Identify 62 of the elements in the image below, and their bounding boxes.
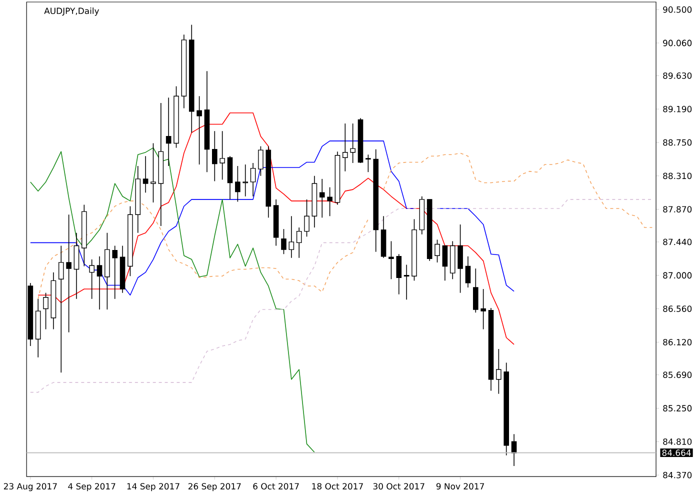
candlestick	[480, 288, 486, 330]
candlestick	[472, 268, 478, 314]
candlestick	[442, 246, 448, 282]
x-tick-label: 14 Sep 2017	[127, 483, 180, 492]
text: AUDJPY,Daily	[44, 8, 100, 16]
candlestick	[458, 224, 463, 294]
x-tick-label: 26 Sep 2017	[188, 483, 241, 492]
ref-line-label: 84.664	[662, 450, 691, 456]
y-tick-label: 87.440	[663, 238, 692, 246]
candlestick	[166, 97, 172, 167]
candlestick	[250, 162, 256, 198]
candlestick	[212, 130, 218, 182]
candlestick	[465, 256, 471, 288]
y-tick-label: 87.000	[663, 272, 692, 279]
y-tick-label: 85.250	[663, 405, 692, 412]
candlestick	[434, 239, 440, 264]
candlestick	[112, 246, 118, 300]
candlestick	[281, 228, 286, 255]
x-tick-label: 9 Nov 2017	[436, 483, 484, 490]
candlestick	[58, 246, 64, 374]
candlestick	[235, 166, 240, 202]
x-tick-label: 4 Sep 2017	[68, 483, 116, 492]
candlestick	[496, 348, 502, 394]
candlestick	[296, 227, 302, 259]
y-tick-label: 84.370	[663, 472, 692, 478]
line-series	[30, 148, 315, 453]
y-tick-label: 89.190	[663, 106, 692, 112]
candlestick	[319, 178, 325, 218]
y-tick-label: 90.060	[663, 40, 692, 46]
candlestick	[74, 232, 80, 300]
y-tick-label: 86.560	[663, 306, 692, 312]
candlestick	[258, 146, 264, 176]
candlestick	[89, 259, 94, 300]
x-tick-label: 30 Oct 2017	[373, 483, 424, 490]
candlestick	[350, 123, 356, 164]
candlestick	[66, 214, 72, 333]
candlestick	[404, 264, 410, 300]
y-tick-label: 85.690	[663, 372, 692, 378]
candlestick	[196, 96, 202, 166]
x-tick-label: 18 Oct 2017	[312, 483, 363, 490]
candlestick	[366, 154, 371, 173]
candlestick	[96, 256, 102, 310]
candlestick	[342, 123, 348, 172]
y-tick-label: 89.630	[663, 72, 692, 80]
candlestick	[304, 199, 310, 238]
x-tick-label: 23 Aug 2017	[4, 483, 57, 492]
candlestick	[142, 156, 148, 194]
y-tick-label: 84.810	[663, 438, 692, 446]
candlestick	[150, 143, 156, 204]
y-tick-label: 88.750	[663, 139, 692, 146]
candlestick	[220, 130, 225, 180]
candlestick	[43, 292, 48, 330]
y-tick-label: 87.870	[663, 206, 692, 213]
candlestick	[242, 164, 248, 198]
y-tick-label: 86.120	[663, 339, 692, 346]
y-tick-label: 88.310	[663, 172, 692, 180]
candlestick	[388, 241, 394, 280]
candlestick	[288, 216, 294, 259]
x-tick-label: 6 Oct 2017	[253, 483, 299, 490]
candlestick	[327, 187, 332, 217]
y-tick-label: 90.500	[663, 6, 692, 14]
candlestick	[396, 254, 402, 295]
